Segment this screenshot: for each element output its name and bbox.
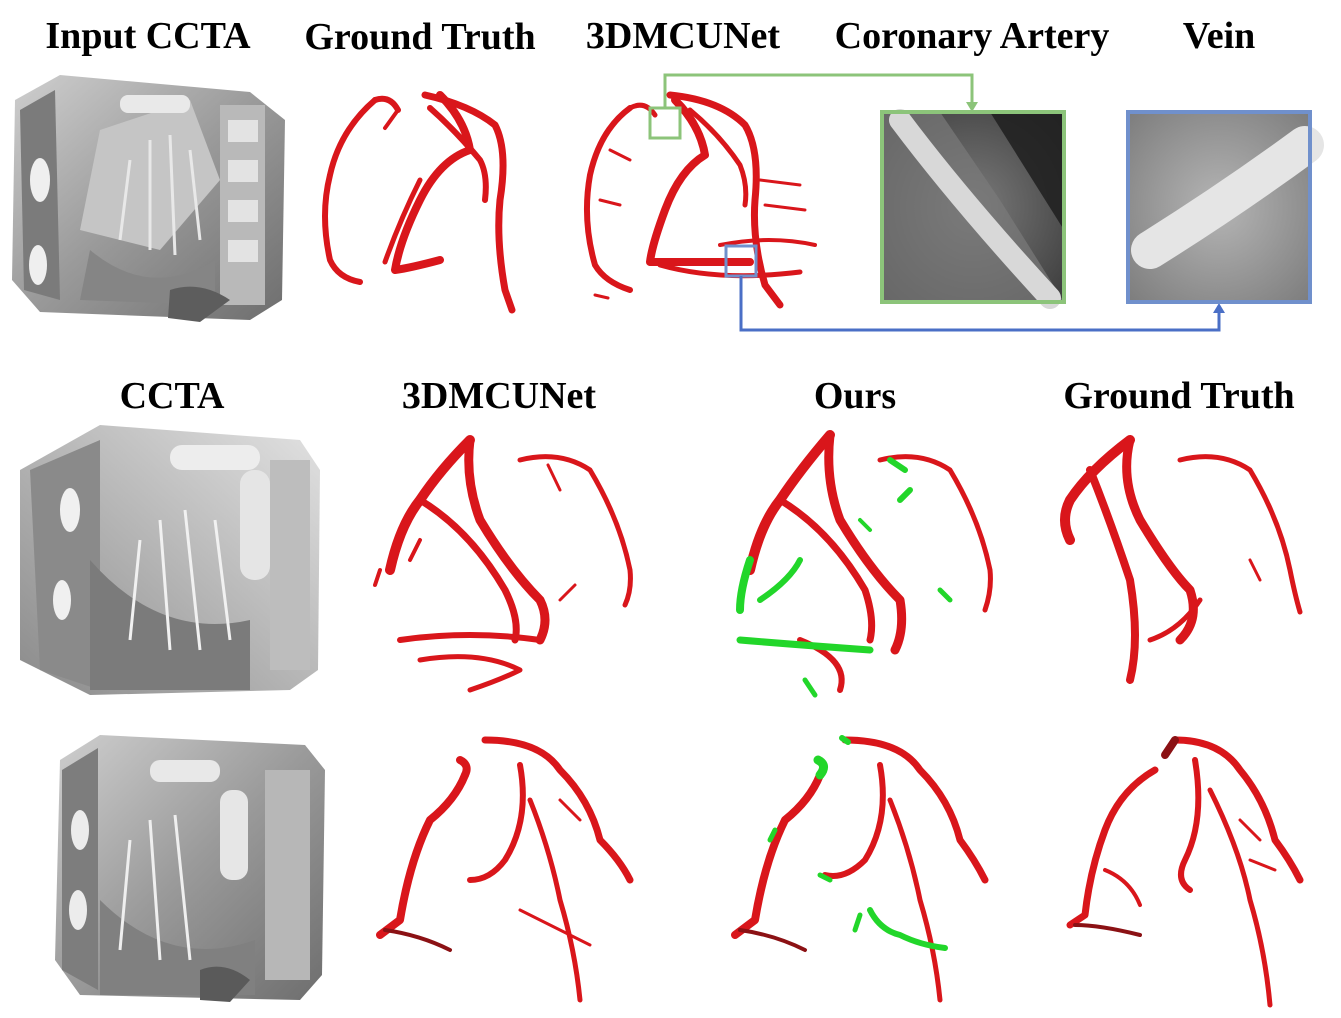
heading-ccta: CCTA [119, 375, 225, 417]
heading-vein: Vein [1182, 15, 1256, 57]
artery-arrowhead [966, 102, 978, 112]
vessel-tree-ground-truth-top [322, 91, 516, 314]
heading-ours: Ours [813, 375, 897, 417]
vein-arrowhead [1213, 303, 1225, 313]
vessel-tree-ground-truth-bottom [1066, 736, 1304, 1008]
artery-connector-line [663, 73, 974, 108]
vessel-tree-3dmcunet-top [583, 91, 817, 309]
heading-3dmcunet-bottom: 3DMCUNet [401, 375, 597, 417]
ct-volume-render-top [12, 75, 285, 322]
heading-input-ccta: Input CCTA [45, 15, 251, 57]
vein-connector-line [739, 276, 1221, 332]
vessel-tree-3dmcunet-bottom [376, 736, 634, 1003]
zoom-vein [1126, 110, 1324, 304]
zoom-coronary-artery [880, 109, 1066, 309]
ct-volume-render-middle [20, 425, 320, 695]
heading-ground-truth-bottom: Ground Truth [1063, 375, 1295, 417]
heading-ground-truth-top: Ground Truth [304, 16, 536, 58]
vessel-tree-ground-truth-middle [1060, 435, 1303, 684]
vessel-tree-ours-bottom [731, 735, 989, 1003]
heading-coronary-artery: Coronary Artery [834, 15, 1110, 57]
vessel-tree-3dmcunet-middle [373, 435, 633, 693]
ct-volume-render-bottom [55, 735, 325, 1002]
vessel-tree-ours-middle [736, 430, 993, 698]
heading-3dmcunet-top: 3DMCUNet [585, 15, 781, 57]
